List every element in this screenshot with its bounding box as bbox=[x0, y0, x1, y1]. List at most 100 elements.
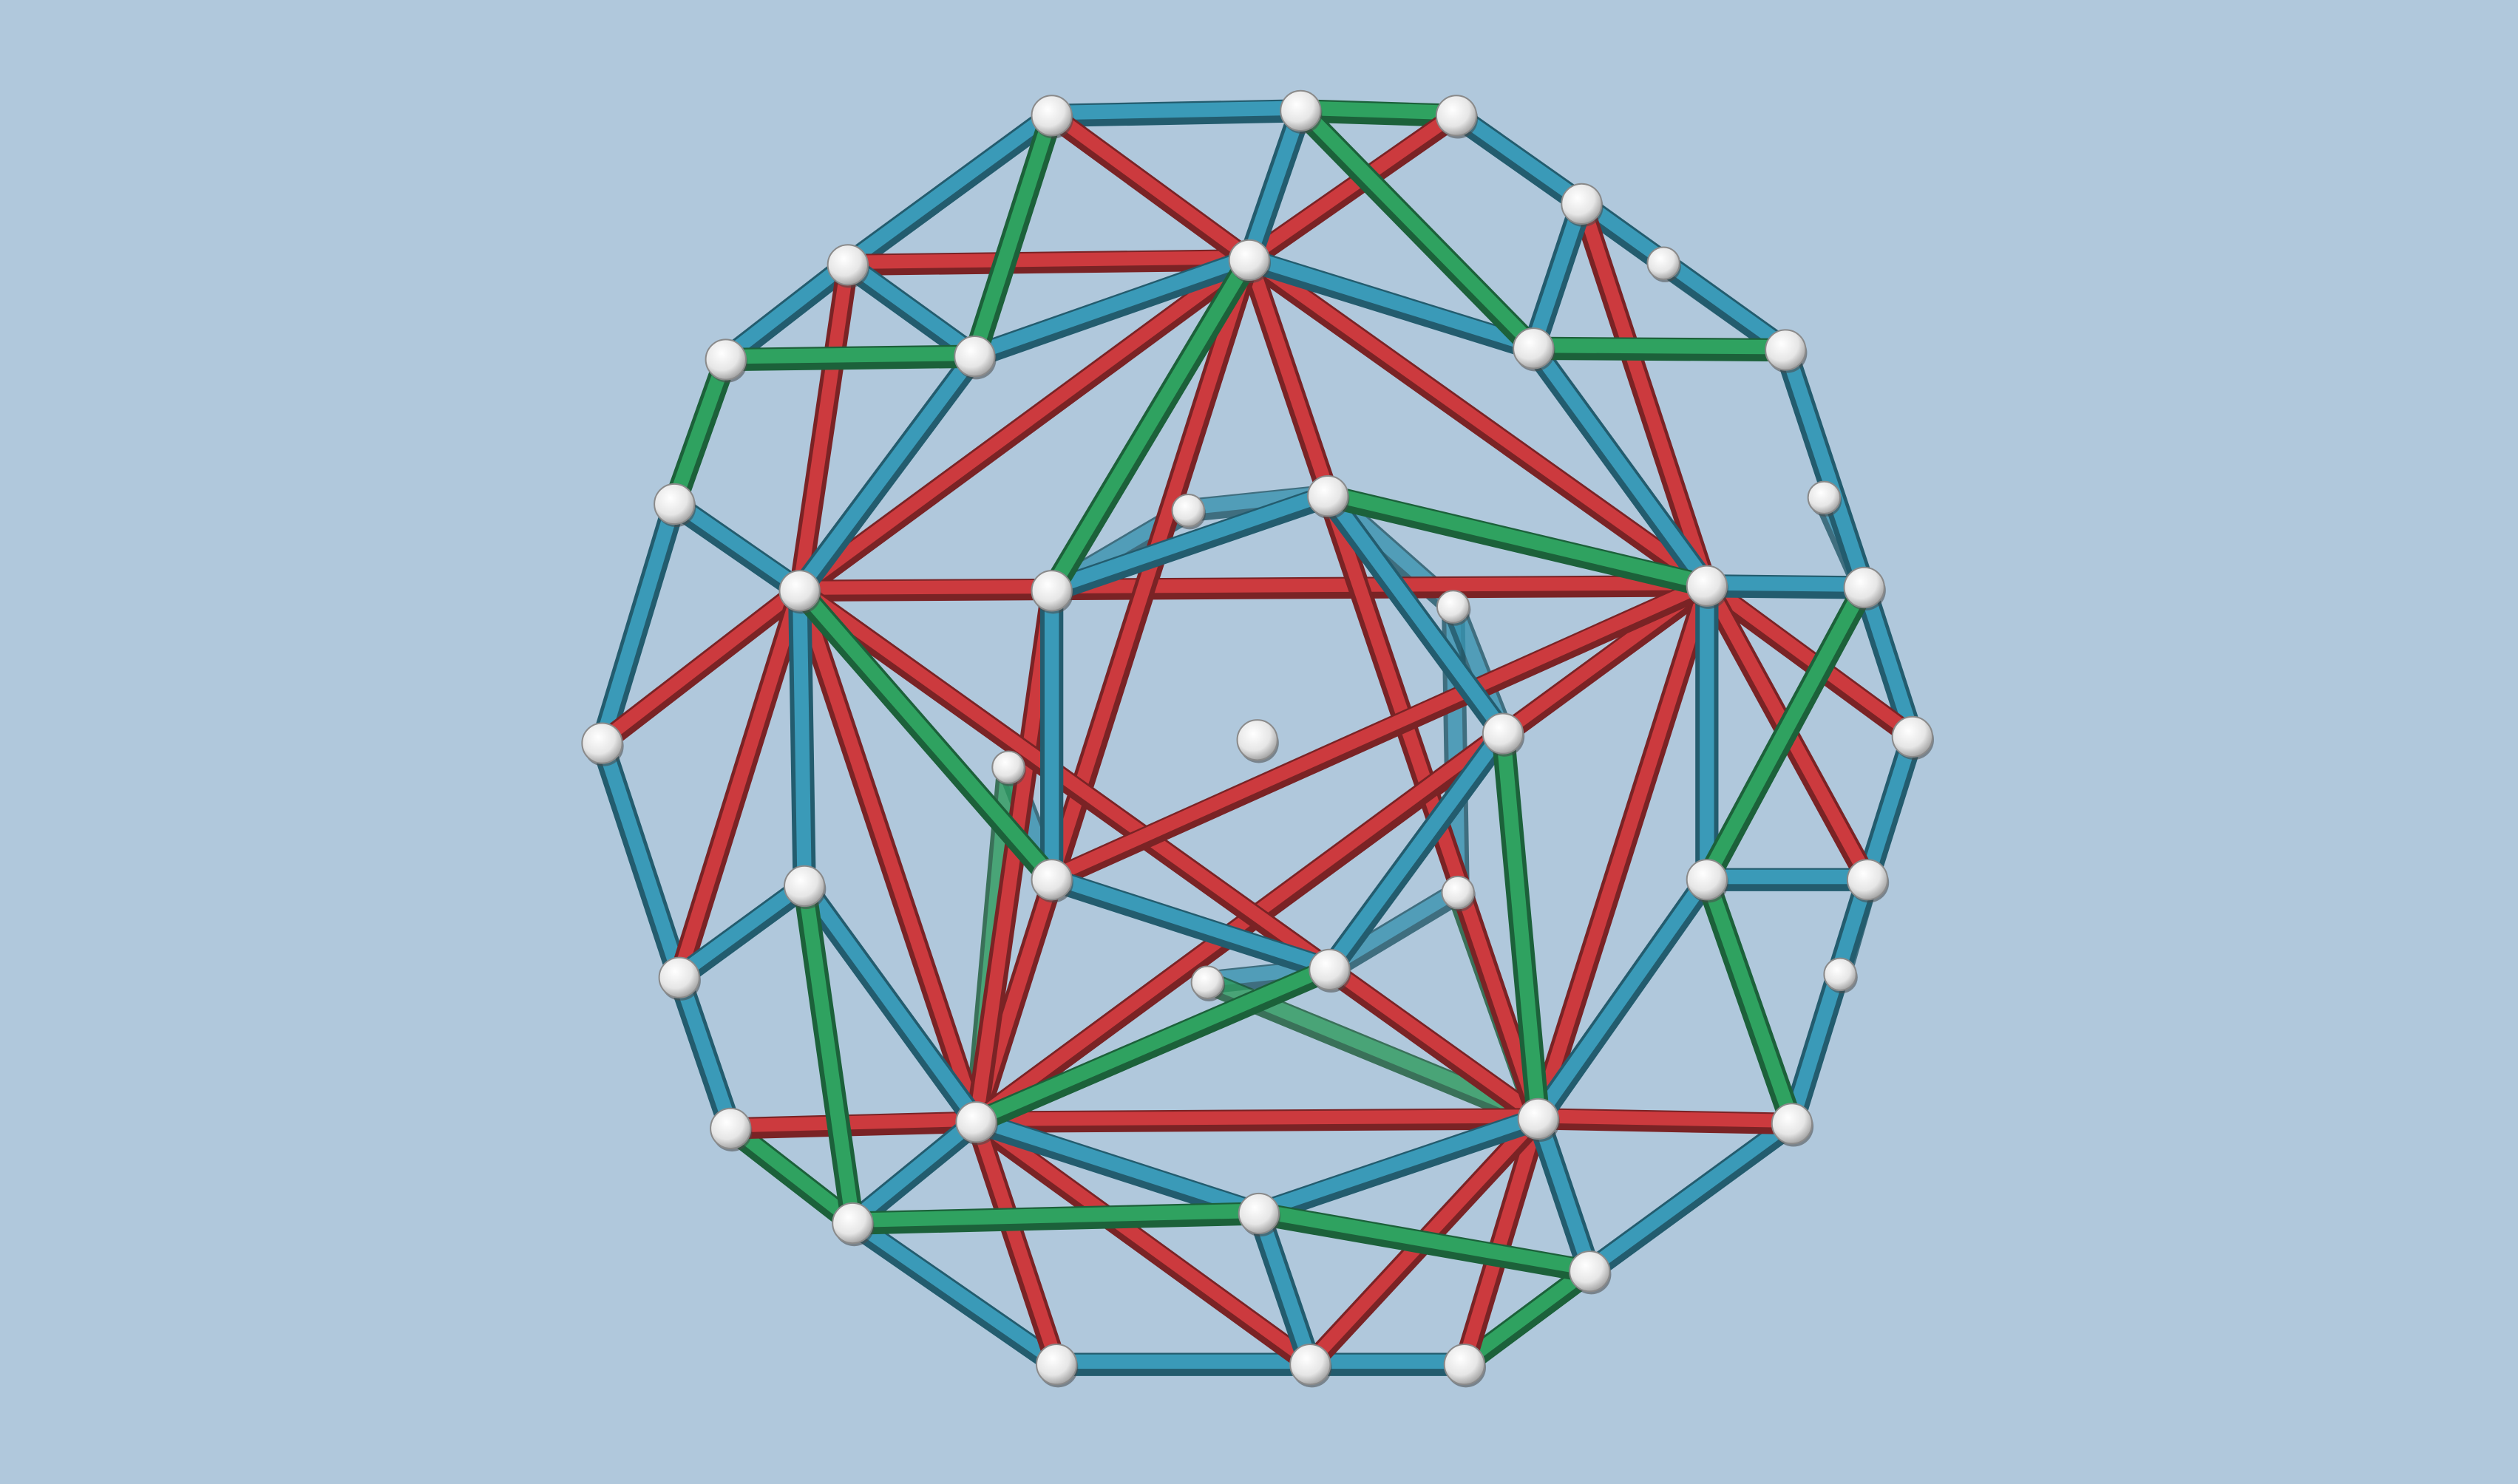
connector-ball bbox=[1646, 246, 1681, 282]
connector-ball bbox=[954, 336, 997, 380]
blue-strut bbox=[662, 492, 812, 602]
connector-ball bbox=[1686, 859, 1728, 903]
green-strut bbox=[662, 347, 738, 516]
blue-strut bbox=[1569, 192, 1797, 362]
blue-strut bbox=[668, 966, 742, 1140]
connector-ball bbox=[1036, 1344, 1079, 1388]
connector-ball bbox=[778, 570, 821, 614]
blue-strut bbox=[836, 253, 987, 368]
connector-ball bbox=[1771, 1103, 1814, 1147]
connector-ball bbox=[1280, 89, 1323, 135]
blue-strut bbox=[1578, 1112, 1804, 1283]
blue-strut bbox=[1316, 484, 1515, 746]
blue-strut bbox=[1695, 574, 1876, 599]
green-strut bbox=[1247, 1202, 1601, 1283]
blue-strut bbox=[1040, 484, 1340, 602]
green-strut bbox=[1453, 1259, 1601, 1376]
blue-strut bbox=[1247, 1202, 1322, 1376]
connector-ball bbox=[1443, 1344, 1487, 1388]
green-strut bbox=[1521, 336, 1797, 362]
blue-strut bbox=[836, 103, 1064, 277]
front-struts bbox=[590, 99, 1924, 1376]
blue-strut bbox=[1040, 99, 1312, 128]
connector-ball bbox=[581, 722, 624, 766]
red-strut bbox=[965, 1111, 1322, 1375]
blue-strut bbox=[1780, 868, 1879, 1136]
connector-ball bbox=[955, 1101, 998, 1146]
connector-ball bbox=[1435, 95, 1479, 139]
connector-ball bbox=[1289, 1344, 1332, 1388]
blue-strut bbox=[788, 579, 816, 898]
connector-ball bbox=[1846, 859, 1890, 903]
connector-ball bbox=[1482, 712, 1525, 757]
green-strut bbox=[1316, 484, 1719, 598]
blue-strut bbox=[1040, 868, 1342, 981]
connector-ball bbox=[1843, 566, 1886, 611]
red-strut bbox=[1040, 104, 1260, 271]
blue-strut bbox=[590, 492, 686, 755]
red-strut bbox=[591, 579, 811, 755]
blue-strut bbox=[841, 1110, 988, 1235]
connector-ball bbox=[658, 956, 701, 1001]
connector-ball bbox=[1228, 239, 1271, 284]
connector-ball bbox=[1190, 965, 1226, 1001]
red-strut bbox=[788, 253, 859, 602]
blue-strut bbox=[788, 344, 987, 602]
red-strut bbox=[788, 249, 1260, 602]
connector-ball bbox=[1569, 1250, 1612, 1295]
connector-ball bbox=[1807, 480, 1842, 517]
blue-strut bbox=[964, 1110, 1271, 1225]
connector-ball bbox=[1436, 590, 1471, 626]
blue-strut bbox=[668, 874, 816, 990]
red-strut bbox=[965, 722, 1514, 1133]
connector-ball bbox=[1561, 183, 1604, 227]
connector-ball bbox=[1031, 570, 1073, 614]
connector-ball bbox=[1031, 95, 1073, 139]
blue-strut bbox=[1238, 248, 1545, 360]
green-strut bbox=[788, 579, 1064, 891]
connector-ball bbox=[1441, 875, 1476, 912]
red-strut bbox=[719, 1111, 988, 1140]
green-strut bbox=[714, 344, 987, 372]
green-strut bbox=[1289, 99, 1468, 128]
connector-ball bbox=[1236, 719, 1279, 763]
red-strut bbox=[1238, 104, 1467, 271]
red-strut bbox=[1527, 1108, 1803, 1135]
blue-strut bbox=[1853, 576, 1924, 749]
green-strut bbox=[719, 1117, 864, 1235]
blue-strut bbox=[590, 731, 691, 990]
green-strut bbox=[841, 1202, 1271, 1235]
connector-ball bbox=[1307, 474, 1350, 520]
red-strut bbox=[668, 579, 811, 989]
red-strut bbox=[965, 1108, 1550, 1133]
red-strut bbox=[788, 575, 1718, 602]
blue-strut bbox=[1856, 725, 1924, 891]
red-strut bbox=[788, 579, 1341, 981]
red-strut bbox=[788, 579, 988, 1133]
connector-ball bbox=[1031, 859, 1073, 903]
green-strut bbox=[963, 103, 1064, 368]
green-strut bbox=[1695, 576, 1876, 891]
connector-ball bbox=[1309, 948, 1351, 993]
blue-strut bbox=[1238, 99, 1312, 272]
blue-strut bbox=[1527, 1107, 1601, 1283]
connector-ball bbox=[1891, 715, 1935, 760]
blue-strut bbox=[1247, 1107, 1550, 1225]
connector-ball bbox=[991, 750, 1026, 786]
blue-strut bbox=[1695, 868, 1879, 891]
connector-ball bbox=[827, 244, 869, 288]
red-strut bbox=[1570, 193, 1718, 597]
connector-ball bbox=[784, 865, 827, 910]
blue-strut bbox=[1045, 1352, 1322, 1376]
blue-strut bbox=[1445, 103, 1594, 216]
blue-strut bbox=[1298, 1352, 1476, 1376]
red-strut bbox=[1696, 575, 1924, 748]
blue-strut bbox=[841, 1211, 1068, 1376]
connector-balls bbox=[581, 89, 1935, 1388]
blue-strut bbox=[714, 253, 860, 372]
blue-strut bbox=[1774, 338, 1876, 599]
connector-ball bbox=[705, 338, 747, 383]
connector-ball bbox=[1171, 493, 1206, 530]
green-strut bbox=[1491, 721, 1550, 1131]
